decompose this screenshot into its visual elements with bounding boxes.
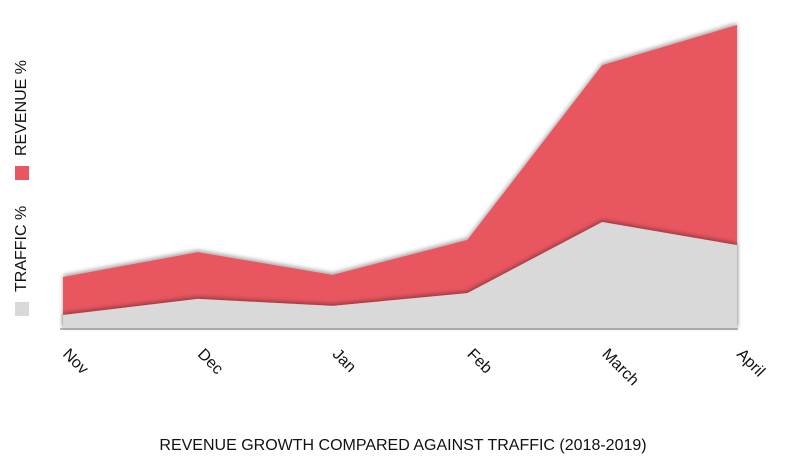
x-tick-label: Jan [329,346,359,376]
x-tick-label: April [733,346,768,381]
legend-swatch [15,302,29,316]
chart-title: REVENUE GROWTH COMPARED AGAINST TRAFFIC … [159,437,646,454]
area [63,221,737,329]
x-tick-label: Nov [59,346,91,378]
x-tick-label: Dec [194,346,226,378]
legend-label: TRAFFIC % [13,206,30,292]
x-tick-label: March [598,346,641,389]
legend-swatch [15,166,29,180]
legend-label: REVENUE % [13,60,30,156]
x-tick-label: Feb [464,346,496,378]
plot-area [63,25,737,329]
